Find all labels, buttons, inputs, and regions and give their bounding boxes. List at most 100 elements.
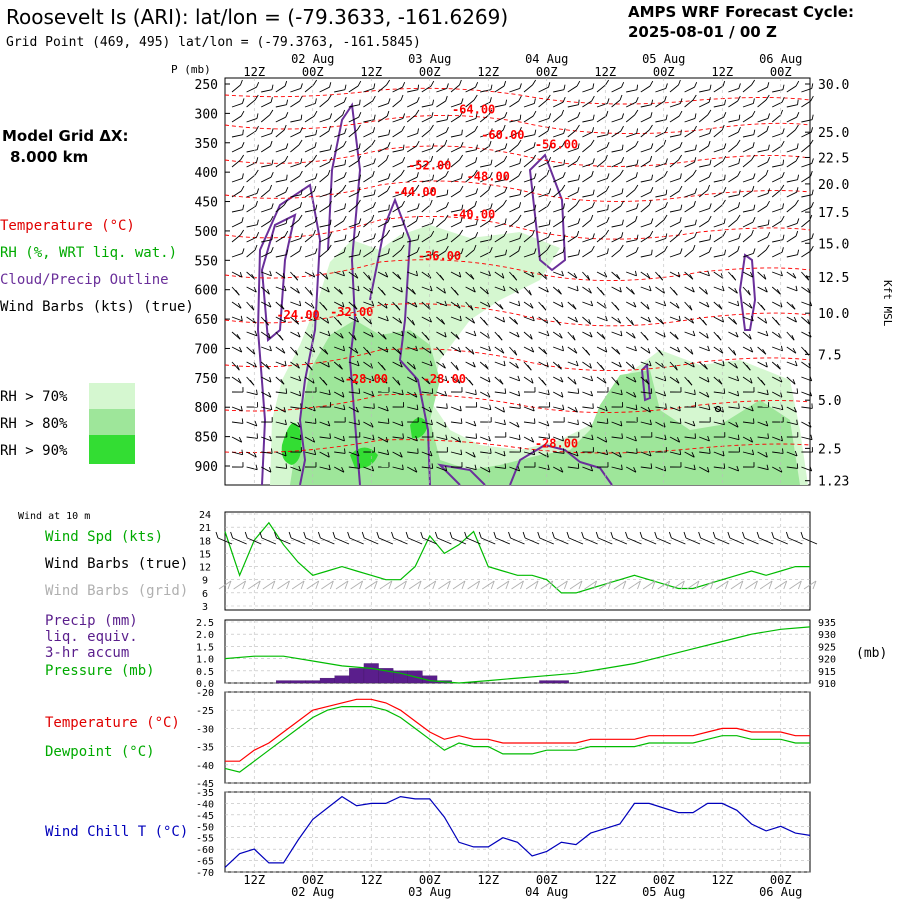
wind10m-barb-flag — [479, 532, 481, 538]
wind-barb-flag — [724, 388, 725, 393]
precip-panel-ytick-label: 0.5 — [196, 667, 214, 678]
wind10m-barb-flag — [392, 532, 394, 538]
wind-barb-flag — [579, 100, 580, 105]
windchill-panel-ytick-label: -60 — [196, 845, 214, 856]
top-time-tick: 00Z — [536, 65, 558, 79]
height-tick-label: 20.0 — [818, 178, 849, 193]
height-tick-label: 10.0 — [818, 307, 849, 322]
wind10m-barb-flag — [552, 532, 554, 538]
wind-barb-flag — [811, 435, 812, 440]
wind-panel-ytick-label: 18 — [199, 536, 211, 547]
wind-barb-flag — [739, 403, 740, 408]
precip-panel-ytick-label: 2.5 — [196, 618, 214, 629]
pressure-tick-label: 850 — [195, 431, 218, 446]
wind-barb-flag — [432, 463, 433, 468]
wind-barb-flag — [490, 448, 491, 453]
forecast-cycle-value: 2025-08-01 / 00 Z — [628, 23, 777, 41]
wind10m-label: Wind at 10 m — [18, 511, 90, 522]
legend-cloud: Cloud/Precip Outline — [0, 272, 169, 288]
bottom-time-tick: 12Z — [243, 873, 265, 887]
wind-barb-flag — [652, 250, 653, 255]
top-date-label: 06 Aug — [759, 52, 802, 66]
label-wind-barbs-grid: Wind Barbs (grid) — [45, 583, 188, 599]
label-precip-3: 3-hr accum — [45, 645, 129, 661]
wind10m-barb-flag — [626, 532, 628, 538]
top-time-tick: 12Z — [477, 65, 499, 79]
temperature-contour-label: -44.00 — [393, 185, 436, 199]
wind-barb-flag — [797, 388, 798, 393]
temp-panel-ytick-label: -30 — [196, 724, 214, 735]
bottom-time-tick: 12Z — [360, 873, 382, 887]
wind10m-barb-true — [686, 538, 700, 544]
temp-panel-ytick-label: -35 — [196, 743, 214, 754]
top-time-tick: 12Z — [711, 65, 733, 79]
wind-panel-ytick-label: 15 — [199, 549, 211, 560]
wind-barb-flag — [811, 96, 814, 101]
top-time-tick: 00Z — [302, 65, 324, 79]
wind10m-barb-flag — [786, 532, 788, 538]
wind-barb-flag — [798, 100, 799, 105]
label-dewpoint: Dewpoint (°C) — [45, 744, 155, 760]
wind-barb-flag — [491, 235, 492, 240]
precip-panel-ytick-label: 2.0 — [196, 630, 214, 641]
wind10m-barb-flag — [567, 532, 569, 538]
wind-barb-flag — [811, 246, 814, 251]
wind-panel-ytick-label: 24 — [199, 510, 211, 521]
wind-barb-flag — [724, 463, 725, 468]
page-title: Roosevelt Is (ARI): lat/lon = (-79.3633,… — [6, 5, 508, 29]
top-time-tick: 00Z — [770, 65, 792, 79]
wind-barb-flag — [272, 235, 273, 240]
pressure-tick-label: 650 — [195, 313, 218, 328]
temperature-contour-label: -32.00 — [330, 305, 373, 319]
precip-bar — [349, 668, 364, 683]
wind-barb-flag — [286, 463, 287, 468]
wind-barb-flag — [447, 190, 448, 195]
temperature-contour-label: -56.00 — [535, 138, 578, 152]
wind10m-barb-flag — [640, 532, 642, 538]
wind10m-barb-flag — [450, 532, 452, 538]
wind-speed-line — [225, 523, 810, 593]
top-date-label: 04 Aug — [525, 52, 568, 66]
height-tick-label: 22.5 — [818, 151, 849, 166]
windchill-panel-ytick-label: -50 — [196, 822, 214, 833]
wind10m-barb-true — [628, 538, 642, 544]
wind-barb-flag — [768, 220, 769, 225]
wind10m-barb-true — [788, 538, 802, 544]
windchill-panel-ytick-label: -45 — [196, 811, 214, 822]
label-precip-1: Precip (mm) — [45, 613, 138, 629]
bottom-time-tick: 12Z — [711, 873, 733, 887]
wind-barb-flag — [811, 202, 813, 207]
label-wind-barbs-true: Wind Barbs (true) — [45, 556, 188, 572]
wind-barb-flag — [403, 433, 404, 438]
wind-barb-flag — [564, 160, 565, 165]
wind-panel-ytick-label: 3 — [202, 602, 208, 613]
wind-barb-flag — [345, 160, 346, 165]
wind-barb-flag — [811, 127, 812, 132]
top-time-tick: 00Z — [419, 65, 441, 79]
pressure-tick-label: 300 — [195, 107, 218, 122]
wind10m-barb-flag — [772, 532, 774, 538]
pressure-tick-label: 600 — [195, 284, 218, 299]
windchill-panel-ytick-label: -70 — [196, 868, 214, 879]
wind10m-barb-true — [467, 538, 481, 544]
wind10m-barb-flag — [669, 532, 671, 538]
wind-barb-flag — [271, 448, 272, 453]
wind-barb-flag — [578, 388, 579, 393]
wind-barb-flag — [782, 448, 783, 453]
pressure-tick-label: 250 — [195, 78, 218, 93]
temperature-contour-label: -28.00 — [535, 437, 578, 451]
wind-barb-flag — [505, 388, 506, 393]
wind-barb-flag — [680, 418, 681, 423]
pressure-tick-label: 700 — [195, 342, 218, 357]
bottom-time-tick: 12Z — [594, 873, 616, 887]
wind10m-barb-flag — [435, 532, 437, 538]
wind-barb-flag — [287, 175, 288, 180]
bottom-date-label: 03 Aug — [408, 885, 451, 899]
precip-bar — [335, 676, 350, 683]
pressure-units-label: (mb) — [856, 646, 887, 661]
pressure-panel-ytick-label: 935 — [818, 618, 836, 629]
wind-barb-flag — [666, 190, 667, 195]
top-time-tick: 12Z — [360, 65, 382, 79]
pressure-panel-ytick-label: 915 — [818, 667, 836, 678]
